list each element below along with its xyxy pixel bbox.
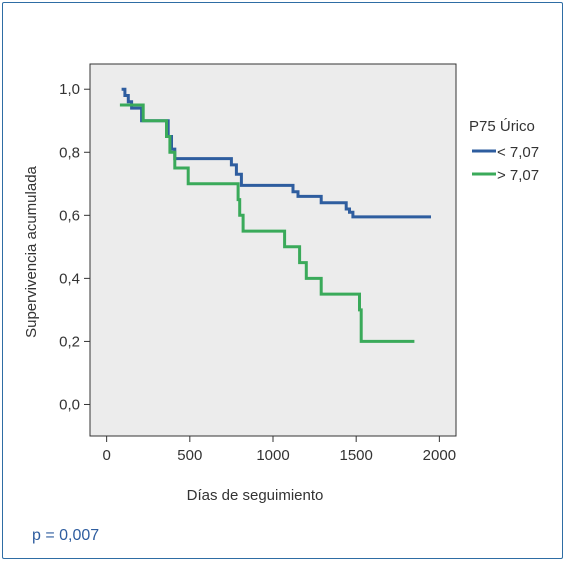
y-tick-label: 0,6: [59, 207, 80, 224]
legend-title: P75 Úrico: [469, 118, 535, 135]
legend-label: > 7,07: [497, 167, 539, 184]
x-tick-label: 1500: [339, 447, 372, 464]
y-axis-title: Supervivencia acumulada: [23, 165, 40, 337]
y-tick-label: 0,2: [59, 333, 80, 350]
legend: P75 Úrico < 7,07 > 7,07: [469, 118, 539, 184]
x-axis-title: Días de seguimiento: [187, 487, 324, 504]
x-axis: 0 500 1000 1500 2000: [102, 436, 456, 464]
figure-frame: [2, 2, 563, 559]
x-tick-label: 0: [102, 447, 110, 464]
y-tick-label: 0,8: [59, 144, 80, 161]
y-tick-label: 0,4: [59, 270, 80, 287]
y-tick-label: 0,0: [59, 396, 80, 413]
plot-area: [89, 63, 457, 437]
x-tick-label: 1000: [256, 447, 289, 464]
legend-label: < 7,07: [497, 144, 539, 161]
y-tick-label: 1,0: [59, 81, 80, 98]
x-tick-label: 500: [177, 447, 202, 464]
series-line-2: [119, 103, 415, 343]
y-axis: 0,0 0,2 0,4 0,6 0,8 1,0: [59, 81, 90, 413]
series-lines: [119, 87, 431, 343]
x-tick-label: 2000: [423, 447, 456, 464]
p-value-annotation: p = 0,007: [32, 527, 100, 544]
